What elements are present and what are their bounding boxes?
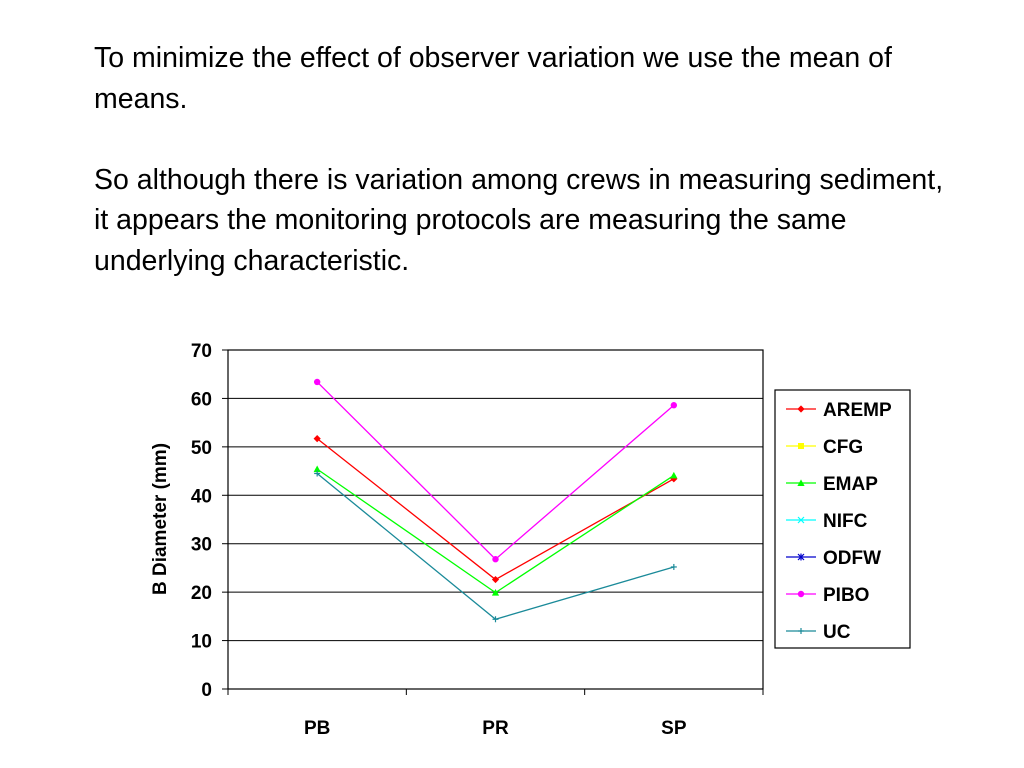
legend-item-odfw: ODFW (786, 548, 881, 569)
legend: AREMP CFG EMAP NIFC ODFW PIBO UC (774, 389, 911, 649)
data-point (314, 470, 321, 477)
legend-label: AREMP (823, 400, 892, 421)
data-point (491, 575, 500, 584)
data-point (491, 589, 500, 596)
series-group (313, 378, 678, 623)
legend-marker (797, 479, 805, 486)
x-tick-label: PB (304, 718, 330, 739)
data-point (313, 465, 321, 473)
y-tick-label: 70 (191, 341, 212, 362)
legend-item-pibo: PIBO (786, 585, 869, 606)
data-point (313, 378, 321, 386)
series-pibo (313, 378, 678, 563)
legend-label: CFG (823, 437, 863, 458)
slide-body-text: To minimize the effect of observer varia… (94, 38, 954, 281)
slide-paragraph-1: To minimize the effect of observer varia… (94, 42, 892, 115)
legend-item-cfg: CFG (786, 437, 863, 458)
legend-item-emap: EMAP (786, 474, 878, 495)
legend-item-uc: UC (786, 622, 851, 643)
series-uc (314, 470, 677, 623)
legend-marker (797, 590, 805, 598)
legend-label: PIBO (823, 585, 869, 606)
y-tick-label: 20 (191, 583, 212, 604)
data-point (313, 435, 321, 443)
y-axis-title: B Diameter (mm) (150, 443, 171, 595)
y-tick-label: 30 (191, 535, 212, 556)
legend-label: NIFC (823, 511, 868, 532)
slide-paragraph-2: So although there is variation among cre… (94, 163, 944, 277)
series-line (316, 468, 675, 594)
legend-label: EMAP (823, 474, 878, 495)
plot-area (227, 349, 764, 690)
axes: 0 10 20 30 40 50 60 70 PB PR SP (191, 341, 764, 739)
legend-marker (797, 405, 805, 413)
data-point (670, 563, 677, 570)
data-point (670, 471, 678, 479)
legend-marker (798, 443, 804, 449)
y-tick-label: 60 (191, 389, 212, 410)
legend-marker (798, 628, 804, 634)
data-point (492, 616, 499, 623)
legend-item-aremp: AREMP (786, 400, 892, 421)
legend-box (774, 389, 911, 649)
series-emap (313, 465, 678, 596)
legend-item-nifc: NIFC (786, 511, 868, 532)
series-line (316, 381, 675, 561)
legend-label: UC (823, 622, 851, 643)
legend-marker (797, 516, 805, 524)
marker-stroke (797, 516, 805, 524)
legend-marker (797, 553, 805, 561)
legend-label: ODFW (823, 548, 881, 569)
data-point (492, 556, 499, 563)
y-tick-label: 10 (191, 632, 212, 653)
data-point (670, 402, 678, 409)
y-tick-label: 50 (191, 438, 212, 459)
gridlines (228, 349, 763, 642)
y-tick-label: 0 (201, 680, 212, 701)
x-tick-label: SP (661, 718, 687, 739)
x-tick-label: PR (482, 718, 509, 739)
y-tick-label: 40 (191, 486, 212, 507)
